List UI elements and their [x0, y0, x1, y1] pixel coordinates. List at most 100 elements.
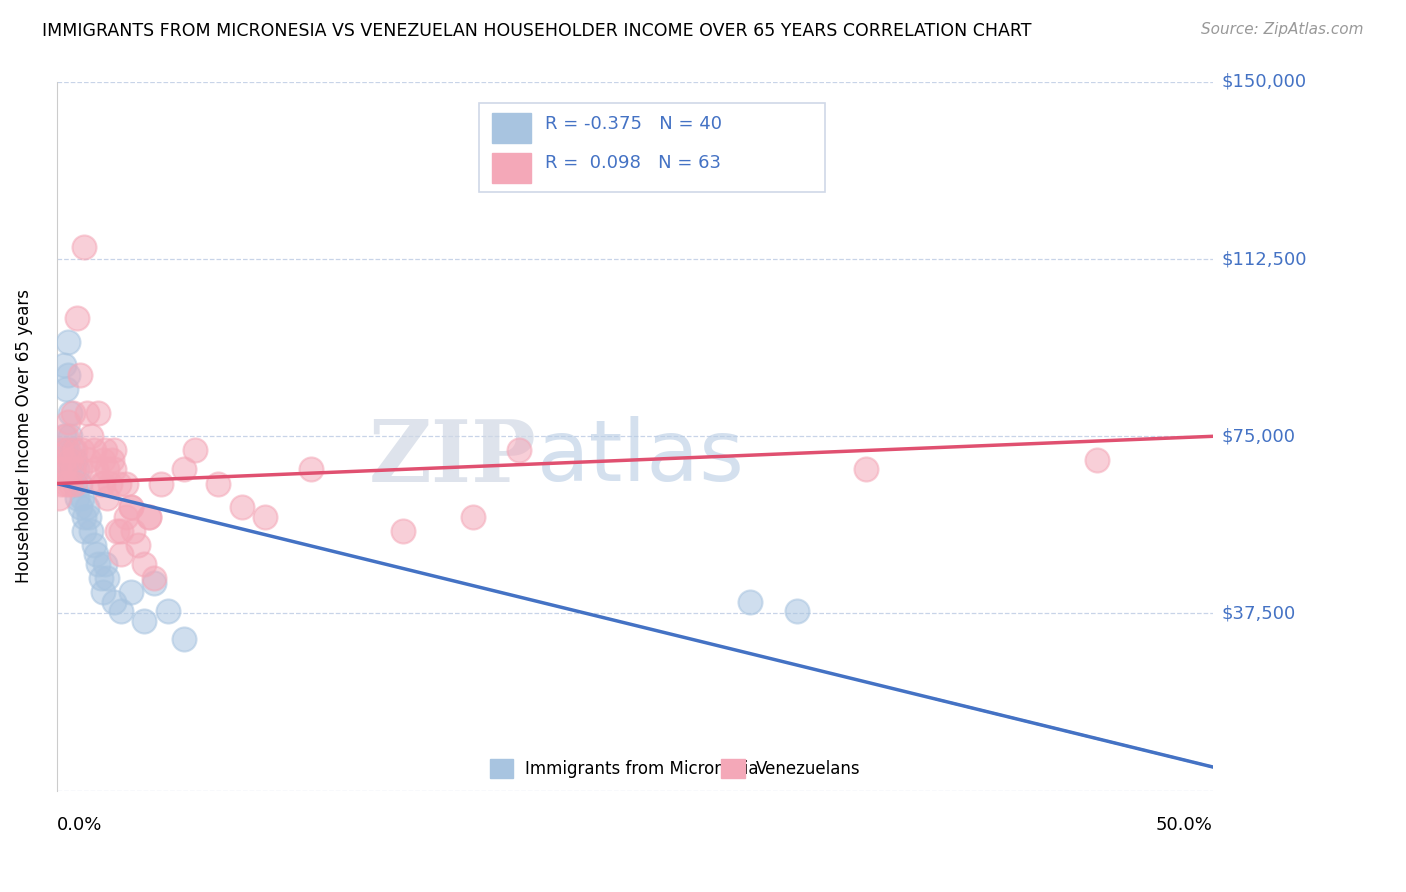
Point [173, 632, 195, 647]
Text: Immigrants from Micronesia: Immigrants from Micronesia [524, 760, 758, 778]
Point [69, 500, 91, 515]
FancyBboxPatch shape [478, 103, 825, 192]
Point [69, 476, 91, 491]
Point [103, 594, 125, 608]
Point [56, 334, 79, 349]
Point [120, 500, 142, 515]
Point [56, 443, 79, 458]
Text: 50.0%: 50.0% [1156, 815, 1213, 834]
Point [77, 509, 100, 524]
Point [56, 368, 79, 382]
Point [73, 509, 96, 524]
Point [62, 462, 84, 476]
Point [70, 443, 93, 458]
Text: $112,500: $112,500 [1222, 250, 1306, 268]
Point [207, 476, 229, 491]
Point [84, 548, 107, 562]
Point [52, 359, 75, 373]
Point [94, 557, 117, 571]
Point [76, 500, 98, 515]
Point [392, 524, 415, 538]
Point [115, 509, 138, 524]
Point [173, 462, 195, 476]
Point [134, 614, 156, 628]
Point [83, 538, 105, 552]
Point [96, 571, 118, 585]
Y-axis label: Householder Income Over 65 years: Householder Income Over 65 years [15, 289, 32, 583]
Point [70, 491, 93, 505]
Point [91, 453, 114, 467]
Point [120, 585, 142, 599]
Text: Venezuelans: Venezuelans [756, 760, 860, 778]
Point [103, 462, 125, 476]
Point [51, 462, 73, 476]
Point [142, 571, 165, 585]
Point [231, 500, 253, 515]
Point [48, 453, 70, 467]
Point [66, 311, 89, 326]
Point [63, 476, 86, 491]
Point [63, 476, 86, 491]
Point [103, 443, 125, 458]
Point [90, 571, 112, 585]
Point [80, 429, 103, 443]
Point [59, 453, 82, 467]
Point [76, 406, 98, 420]
Point [73, 524, 96, 538]
Point [98, 476, 121, 491]
Point [91, 585, 114, 599]
Point [142, 575, 165, 590]
Point [63, 443, 86, 458]
Point [66, 491, 89, 505]
Point [77, 453, 100, 467]
Point [740, 594, 762, 608]
Point [48, 491, 70, 505]
Point [59, 476, 82, 491]
Point [108, 476, 131, 491]
Point [110, 548, 132, 562]
Point [51, 476, 73, 491]
Point [127, 538, 149, 552]
Point [120, 500, 142, 515]
Point [52, 429, 75, 443]
Point [87, 557, 110, 571]
Text: $150,000: $150,000 [1222, 73, 1306, 91]
Point [149, 476, 172, 491]
Point [62, 462, 84, 476]
Point [299, 462, 322, 476]
Point [48, 462, 70, 476]
Point [1085, 453, 1108, 467]
Point [87, 406, 110, 420]
Point [62, 443, 84, 458]
Text: $37,500: $37,500 [1222, 605, 1295, 623]
Point [83, 443, 105, 458]
Point [59, 429, 82, 443]
Point [138, 509, 160, 524]
Point [96, 491, 118, 505]
Text: R = -0.375   N = 40: R = -0.375 N = 40 [544, 114, 721, 133]
FancyBboxPatch shape [492, 113, 530, 143]
Point [62, 406, 84, 420]
Point [786, 604, 808, 618]
Point [59, 406, 82, 420]
Point [105, 524, 128, 538]
Point [122, 524, 145, 538]
Point [855, 462, 877, 476]
FancyBboxPatch shape [721, 759, 745, 778]
Text: $75,000: $75,000 [1222, 427, 1295, 445]
Point [69, 462, 91, 476]
Point [138, 509, 160, 524]
FancyBboxPatch shape [491, 759, 513, 778]
Point [508, 443, 530, 458]
Point [66, 462, 89, 476]
Point [115, 476, 138, 491]
Point [80, 524, 103, 538]
Point [90, 476, 112, 491]
Point [96, 462, 118, 476]
Text: IMMIGRANTS FROM MICRONESIA VS VENEZUELAN HOUSEHOLDER INCOME OVER 65 YEARS CORREL: IMMIGRANTS FROM MICRONESIA VS VENEZUELAN… [42, 22, 1032, 40]
Point [84, 462, 107, 476]
Point [110, 524, 132, 538]
Point [69, 368, 91, 382]
Point [461, 509, 484, 524]
Point [94, 443, 117, 458]
